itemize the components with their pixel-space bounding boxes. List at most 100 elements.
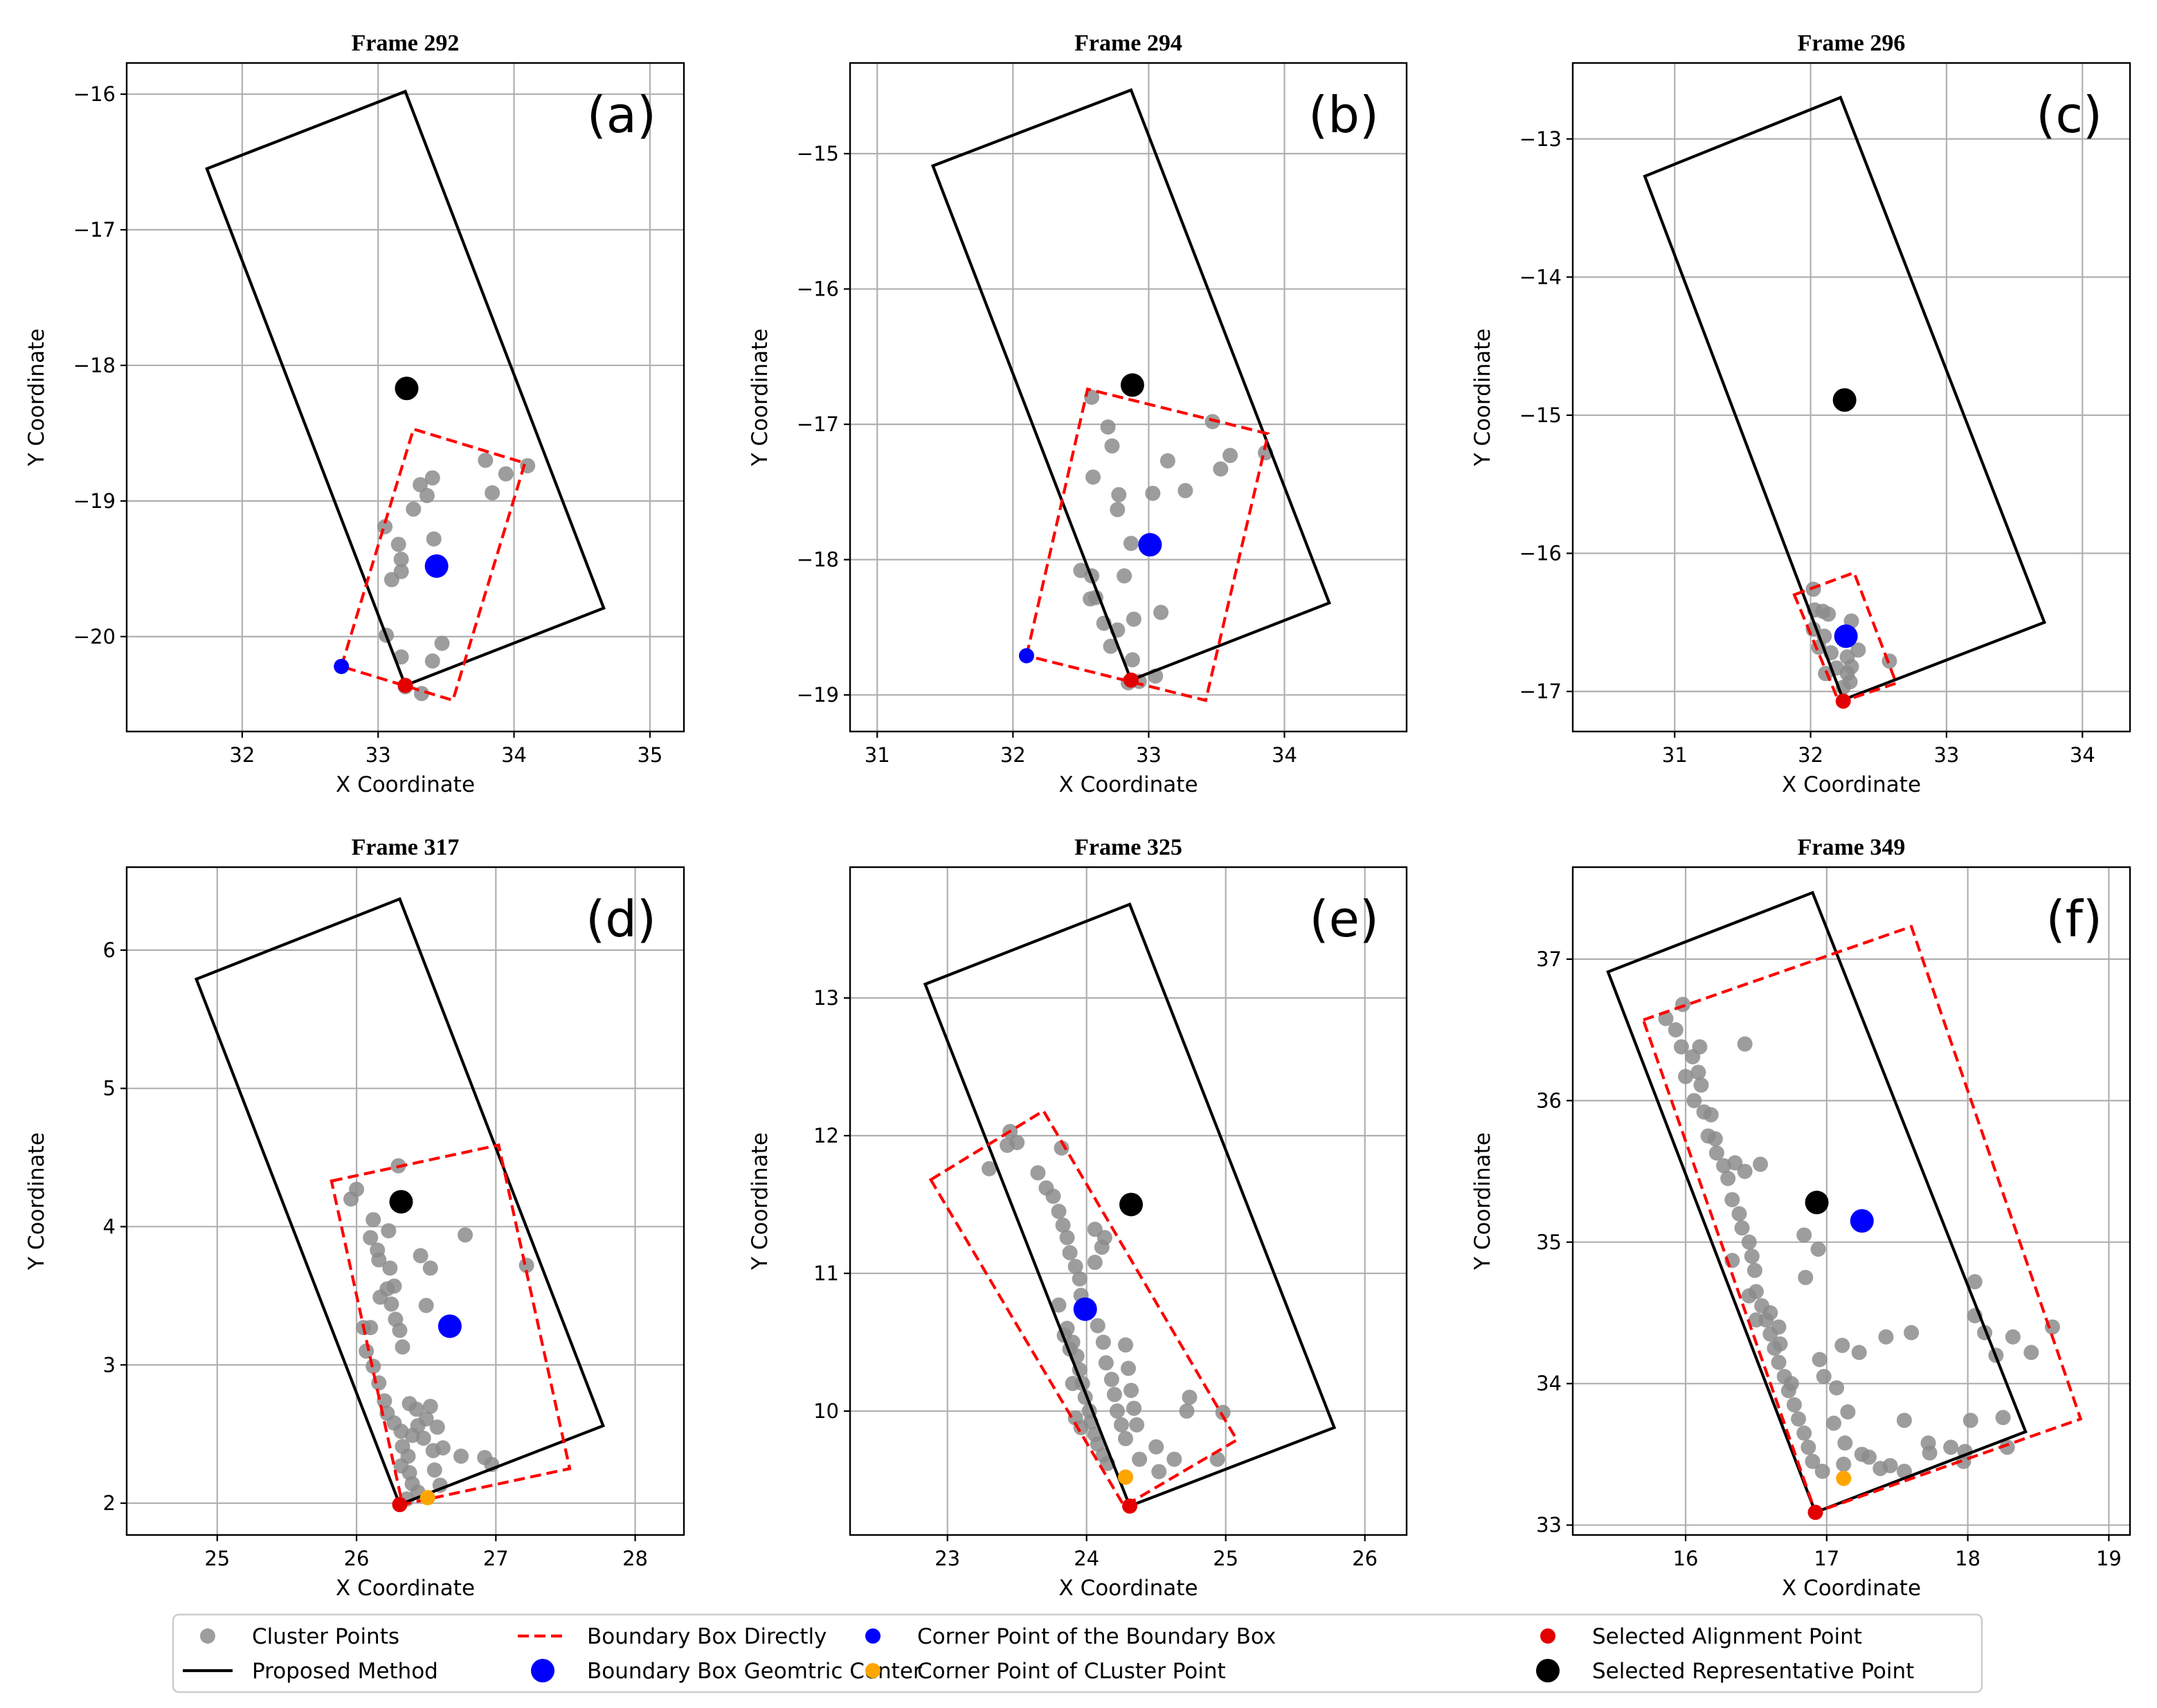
cluster-point <box>419 488 435 504</box>
boundary-box-direct <box>339 427 527 702</box>
cluster-point <box>1753 1156 1769 1172</box>
cluster-point <box>1708 1145 1724 1161</box>
cluster-point <box>1727 1155 1743 1171</box>
legend-marker <box>865 1663 881 1678</box>
panel-f: 16 17 18 19 33 34 35 36 37 X Coordinate Y Coordina… <box>1470 835 2131 1601</box>
cluster-point <box>1124 652 1140 668</box>
cluster-point <box>1816 1369 1832 1385</box>
geometric-center-point <box>1850 1209 1874 1233</box>
cluster-point <box>1747 1262 1762 1278</box>
representative-point <box>1832 388 1857 412</box>
cluster-point <box>1045 1188 1061 1204</box>
x-tick-label: 32 <box>1000 743 1026 767</box>
cluster-point <box>1104 438 1120 454</box>
cluster-point <box>1111 487 1127 502</box>
axes-frame <box>849 866 1408 1536</box>
x-axis-label: X Coordinate <box>336 1576 475 1601</box>
cluster-point <box>1090 1318 1105 1334</box>
legend-marker <box>1536 1659 1560 1682</box>
y-axis-label: Y Coordinate <box>1470 1132 1495 1271</box>
cluster-point <box>1896 1412 1912 1428</box>
cluster-point <box>392 1323 408 1338</box>
y-tick-label: 2 <box>103 1491 116 1515</box>
chart-title: Frame 292 <box>352 30 460 56</box>
cluster-point <box>1087 1255 1103 1271</box>
chart-title: Frame 325 <box>1074 835 1182 860</box>
cluster-corner-point <box>1117 1469 1133 1485</box>
cluster-point <box>458 1227 473 1243</box>
panel-d: 25 26 27 28 2 3 4 5 6 X Coordinate Y Coordinate Fra… <box>24 835 685 1601</box>
cluster-point <box>1085 469 1101 485</box>
x-tick-label: 33 <box>365 743 391 767</box>
cluster-point <box>1814 1463 1830 1479</box>
x-tick-label: 16 <box>1673 1547 1699 1570</box>
axes-frame <box>125 62 685 733</box>
y-tick-label: 10 <box>813 1399 839 1423</box>
y-tick-label: −18 <box>797 548 839 572</box>
cluster-point <box>406 501 422 517</box>
x-tick-label: 24 <box>1074 1547 1099 1570</box>
cluster-point <box>1213 461 1229 477</box>
cluster-point <box>1145 485 1161 501</box>
cluster-point <box>1209 1451 1225 1467</box>
y-tick-label: −17 <box>1519 680 1562 703</box>
proposed-method-box <box>1606 891 2028 1515</box>
legend-item: Selected Alignment Point <box>1540 1624 1862 1649</box>
panel-e: 23 24 25 26 10 11 12 13 X Coordinate Y Coordinate… <box>748 835 1408 1601</box>
cluster-point <box>383 572 399 588</box>
cluster-point <box>1103 638 1119 654</box>
cluster-point <box>1771 1354 1787 1370</box>
cluster-point <box>485 485 500 501</box>
cluster-point <box>390 536 406 552</box>
cluster-corner-point <box>419 1490 435 1506</box>
cluster-point <box>1106 1387 1122 1403</box>
cluster-point <box>1051 1297 1067 1313</box>
legend-label: Boundary Box Directly <box>587 1624 827 1649</box>
chart-title: Frame 349 <box>1798 835 1906 860</box>
axes-frame <box>1571 866 2131 1536</box>
cluster-point <box>1744 1248 1760 1264</box>
boundary-box-direct <box>1025 387 1270 702</box>
cluster-point <box>1222 448 1238 464</box>
y-tick-label: −18 <box>73 354 116 377</box>
cluster-point <box>453 1448 469 1464</box>
cluster-point <box>1126 611 1141 627</box>
y-tick-label: −19 <box>73 489 116 513</box>
legend-item: Selected Representative Point <box>1536 1659 1914 1684</box>
axes-frame <box>125 866 685 1536</box>
cluster-point <box>1072 1271 1087 1287</box>
cluster-point <box>418 1411 434 1427</box>
x-axis-label: X Coordinate <box>1058 1576 1198 1601</box>
cluster-point <box>1673 1039 1689 1055</box>
cluster-point <box>1098 1355 1114 1371</box>
cluster-point <box>386 1278 402 1294</box>
cluster-point <box>434 635 450 651</box>
y-tick-label: −19 <box>797 683 839 707</box>
cluster-point <box>1748 1312 1764 1328</box>
legend-label: Selected Alignment Point <box>1592 1624 1862 1649</box>
boundary-box-direct <box>1641 925 2083 1514</box>
x-axis-label: X Coordinate <box>1782 772 1921 797</box>
x-tick-label: 32 <box>229 743 255 767</box>
x-tick-label: 33 <box>1136 743 1162 767</box>
cluster-point <box>1798 1269 1814 1285</box>
cluster-point <box>1073 1419 1089 1435</box>
x-axis-label: X Coordinate <box>1058 772 1198 797</box>
y-axis-label: Y Coordinate <box>24 329 49 467</box>
x-tick-label: 33 <box>1933 743 1959 767</box>
cluster-point <box>1772 1336 1788 1352</box>
panel-b: 31 32 33 34 −15 −16 −17 −18 −19 X Coordinate Y Coo… <box>748 30 1408 797</box>
cluster-point <box>1693 1077 1709 1093</box>
cluster-point <box>343 1191 359 1207</box>
x-tick-label: 17 <box>1814 1547 1839 1570</box>
cluster-point <box>1148 1439 1164 1455</box>
cluster-point <box>1922 1445 1938 1461</box>
axes-frame <box>849 62 1408 733</box>
cluster-point <box>1675 997 1690 1012</box>
x-tick-label: 34 <box>1272 743 1297 767</box>
y-tick-label: −16 <box>1519 542 1562 565</box>
cluster-point <box>1837 1435 1853 1451</box>
cluster-point <box>377 519 393 535</box>
legend-label: Corner Point of the Boundary Box <box>917 1624 1276 1649</box>
cluster-point <box>1861 1449 1877 1465</box>
